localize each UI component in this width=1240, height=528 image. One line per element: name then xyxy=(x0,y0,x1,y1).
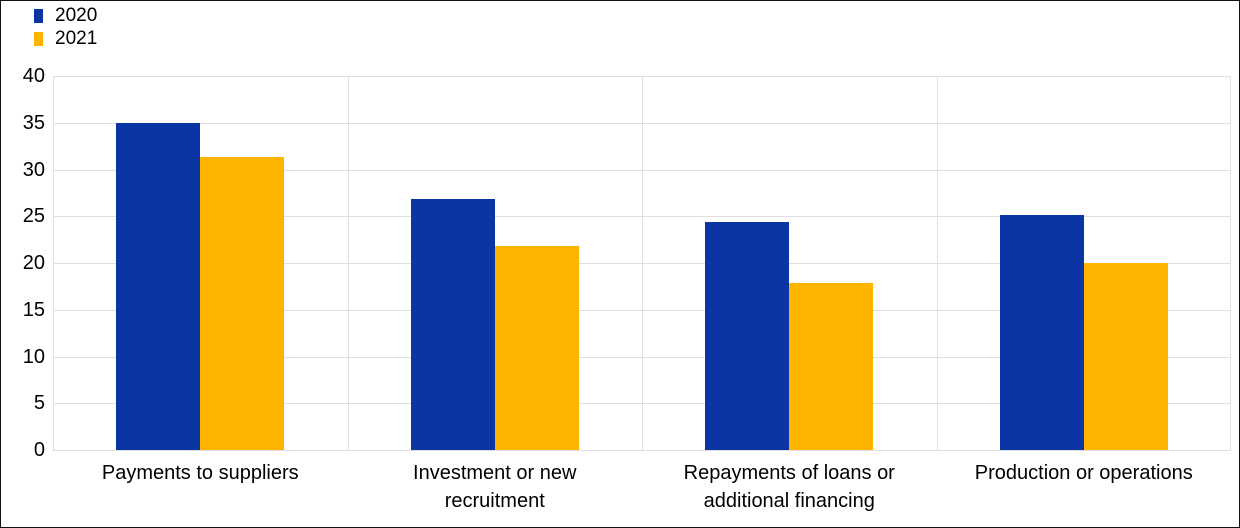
gridline-x-separator xyxy=(936,76,938,450)
y-tick-label-30: 30 xyxy=(22,158,45,181)
x-axis-labels: Payments to suppliers Investment or new r… xyxy=(53,459,1231,523)
legend-item-2020: 2020 xyxy=(34,4,97,27)
bar-group-2 xyxy=(348,76,643,450)
y-tick-label-20: 20 xyxy=(22,252,45,274)
y-tick-label-40: 40 xyxy=(22,65,45,87)
bar-2021-category-4 xyxy=(1083,263,1168,450)
x-axis-category-label-text: Investment or new recruitment xyxy=(413,462,577,512)
x-axis-category-label-text: Payments to suppliers xyxy=(101,462,299,484)
x-axis-category-label-text: Repayments of loans or additional financ… xyxy=(683,462,895,512)
bar-2020-category-2 xyxy=(410,198,495,450)
bar-group-1 xyxy=(53,76,348,450)
x-axis-category-label-2: Investment or new recruitment xyxy=(348,459,643,515)
legend-label: 2021 xyxy=(55,28,98,49)
bar-group-4 xyxy=(937,76,1232,450)
legend-swatch-icon xyxy=(34,31,43,46)
y-tick-label-10: 10 xyxy=(22,345,45,368)
gridline-y-0 xyxy=(53,450,1231,451)
bar-group-3 xyxy=(642,76,937,450)
y-tick-label-0: 0 xyxy=(33,439,45,461)
y-tick-label-25: 25 xyxy=(22,205,45,228)
legend: 2020 2021 xyxy=(34,4,97,50)
bar-2021-category-2 xyxy=(494,246,579,450)
plot-area xyxy=(53,76,1232,451)
x-axis-category-label-text: Production or operations xyxy=(974,462,1193,484)
bar-2021-category-3 xyxy=(789,282,874,450)
bar-2020-category-1 xyxy=(116,122,201,450)
bar-2021-category-1 xyxy=(200,157,285,450)
x-axis-category-label-4: Production or operations xyxy=(937,459,1232,487)
y-axis: 0 5 10 15 20 25 30 35 40 xyxy=(1,66,45,460)
legend-label: 2020 xyxy=(55,5,98,26)
gridline-x-separator xyxy=(642,76,643,450)
y-tick-label-15: 15 xyxy=(22,298,45,321)
plot-border-vertical xyxy=(53,76,54,450)
x-axis-category-label-1: Payments to suppliers xyxy=(53,459,348,487)
bar-2020-category-4 xyxy=(999,215,1084,450)
bar-2020-category-3 xyxy=(705,221,790,450)
legend-item-2021: 2021 xyxy=(34,27,97,50)
x-axis-category-label-3: Repayments of loans or additional financ… xyxy=(642,459,937,515)
y-tick-label-5: 5 xyxy=(33,392,45,415)
plot-border-vertical xyxy=(1230,76,1231,450)
legend-swatch-icon xyxy=(34,8,43,23)
gridline-x-separator xyxy=(347,76,349,450)
y-tick-label-35: 35 xyxy=(22,111,45,134)
